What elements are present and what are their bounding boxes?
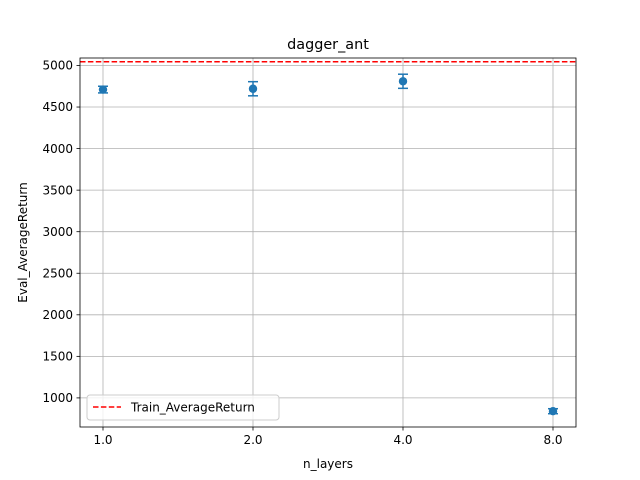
y-tick-label: 3500 [42, 183, 73, 197]
chart-title: dagger_ant [287, 37, 369, 53]
y-tick-label: 4000 [42, 142, 73, 156]
y-tick-label: 4500 [42, 100, 73, 114]
x-tick-label: 4.0 [393, 433, 412, 447]
grid [80, 58, 576, 427]
x-tick-label: 8.0 [543, 433, 562, 447]
x-tick-label: 1.0 [93, 433, 112, 447]
y-tick-label: 1000 [42, 391, 73, 405]
data-points [98, 73, 558, 416]
y-tick-label: 5000 [42, 59, 73, 73]
x-axis-label: n_layers [303, 457, 353, 471]
y-axis-label: Eval_AverageReturn [16, 182, 30, 302]
y-tick-label: 2500 [42, 266, 73, 280]
y-tick-label: 3000 [42, 225, 73, 239]
x-axis-ticks: 1.0 2.0 4.0 8.0 [93, 427, 563, 447]
data-point [548, 407, 558, 416]
y-axis-ticks: 1000 1500 2000 2500 3000 3500 4000 4500 5000 [42, 59, 80, 405]
legend-box [86, 394, 280, 421]
plot-frame [79, 57, 577, 428]
plot-background [80, 58, 576, 427]
data-point [248, 84, 258, 93]
data-point [98, 85, 108, 94]
y-tick-label: 2000 [42, 308, 73, 322]
legend: Train_AverageReturn [86, 394, 280, 421]
data-point [398, 77, 408, 86]
legend-label: Train_AverageReturn [130, 401, 255, 415]
y-tick-label: 1500 [42, 350, 73, 364]
x-tick-label: 2.0 [243, 433, 262, 447]
